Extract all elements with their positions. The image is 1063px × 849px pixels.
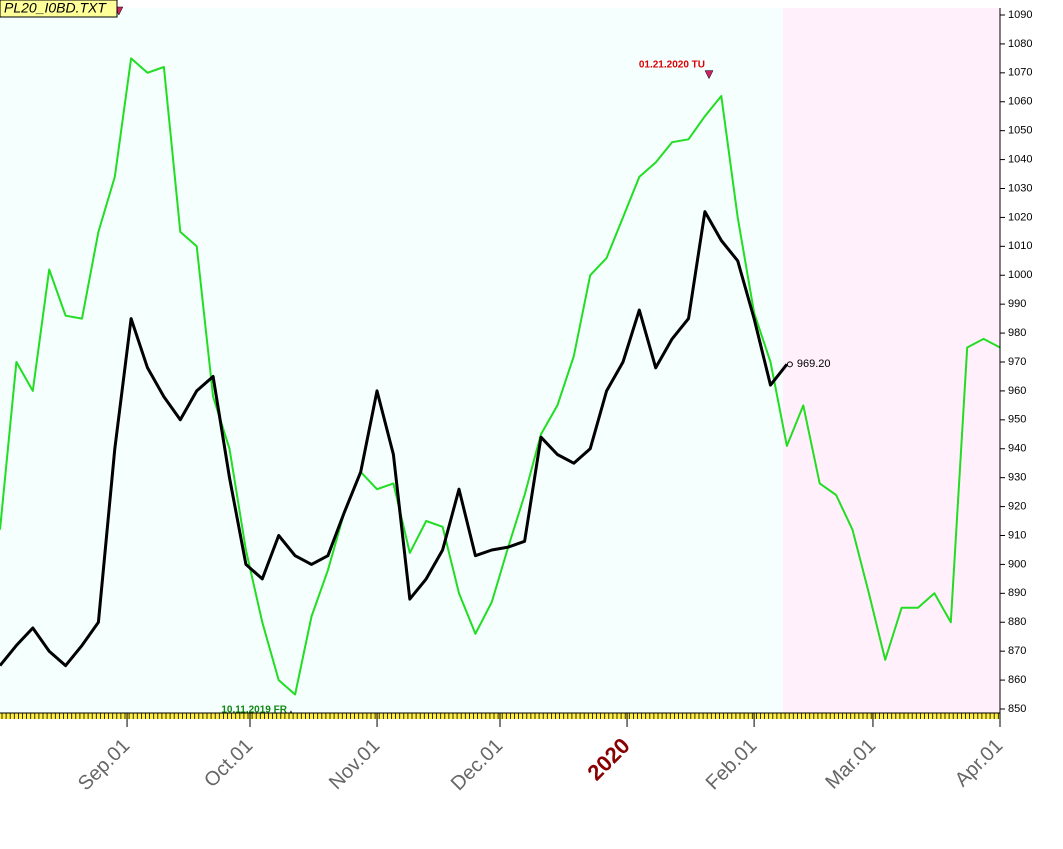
- y-tick-label: 850: [1008, 703, 1026, 715]
- y-tick-label: 960: [1008, 385, 1026, 397]
- y-tick-label: 950: [1008, 414, 1026, 426]
- shade-past: [0, 8, 783, 713]
- y-tick-label: 1090: [1008, 9, 1032, 21]
- title-box: [0, 0, 118, 18]
- shade-future: [782, 8, 1000, 713]
- y-tick-label: 1010: [1008, 240, 1032, 252]
- y-tick-label: 1040: [1008, 153, 1032, 165]
- plot-background: [0, 8, 1000, 713]
- y-tick-label: 1020: [1008, 211, 1032, 223]
- y-tick-label: 990: [1008, 298, 1026, 310]
- y-tick-label: 920: [1008, 500, 1026, 512]
- y-tick-label: 1080: [1008, 38, 1032, 50]
- last-value-marker: [786, 361, 793, 368]
- y-tick-label: 880: [1008, 616, 1026, 628]
- y-tick-label: 970: [1008, 356, 1026, 368]
- y-tick-label: 1000: [1008, 269, 1032, 281]
- y-tick-label: 910: [1008, 529, 1026, 541]
- annotation-arrow: [704, 70, 714, 80]
- y-tick-label: 890: [1008, 587, 1026, 599]
- y-tick-label: 1060: [1008, 96, 1032, 108]
- y-tick-label: 860: [1008, 674, 1026, 686]
- y-tick-label: 930: [1008, 472, 1026, 484]
- y-tick-label: 870: [1008, 645, 1026, 657]
- y-tick-label: 900: [1008, 558, 1026, 570]
- y-tick-label: 1070: [1008, 67, 1032, 79]
- y-tick-label: 1050: [1008, 125, 1032, 137]
- chart-title: PL20_I0BD.TXT: [4, 0, 107, 16]
- y-tick-label: 940: [1008, 443, 1026, 455]
- y-tick-label: 980: [1008, 327, 1026, 339]
- series-line: [0, 57, 1001, 696]
- annotation-label: 01.21.2020 TU: [639, 59, 705, 70]
- last-value-label: 969.20: [797, 358, 831, 370]
- annotation-label: 10.11.2019 FR: [221, 704, 287, 715]
- y-tick-label: 1030: [1008, 182, 1032, 194]
- series-line: [0, 210, 789, 668]
